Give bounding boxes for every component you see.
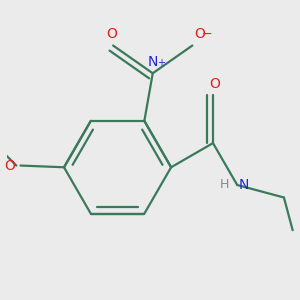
Text: O: O bbox=[4, 158, 15, 172]
Text: +: + bbox=[158, 58, 165, 68]
Text: N: N bbox=[148, 55, 158, 69]
Text: −: − bbox=[202, 28, 212, 41]
Text: O: O bbox=[106, 27, 117, 41]
Text: N: N bbox=[239, 178, 249, 192]
Text: H: H bbox=[220, 178, 230, 191]
Text: O: O bbox=[194, 27, 205, 41]
Text: O: O bbox=[209, 76, 220, 91]
